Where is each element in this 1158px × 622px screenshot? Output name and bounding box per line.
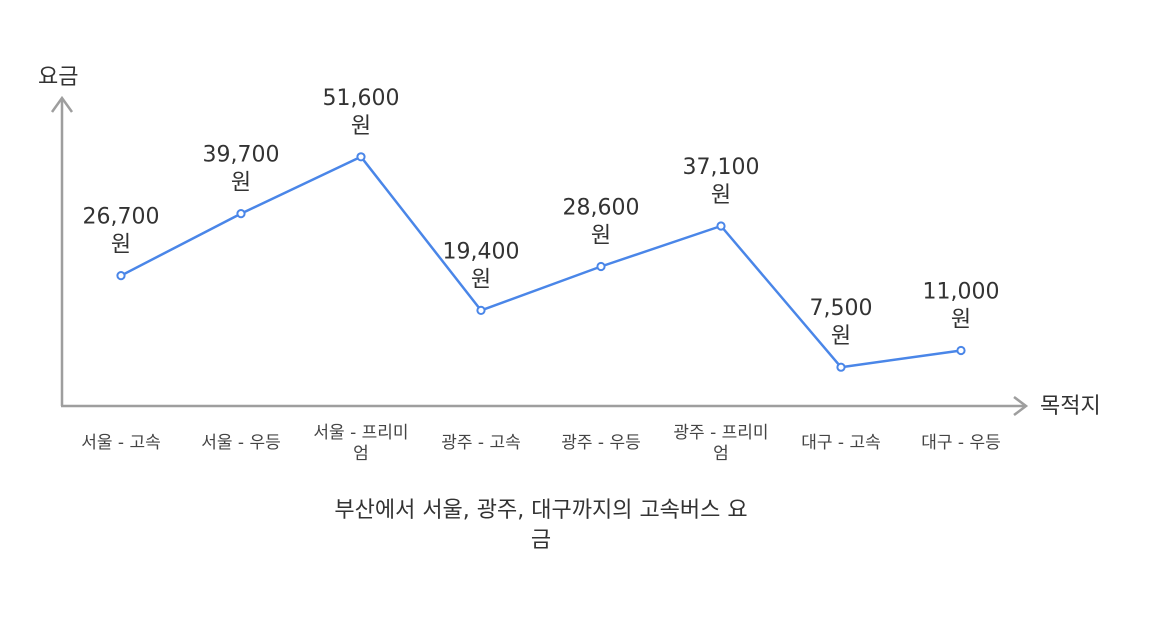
x-axis-title: 목적지 xyxy=(1040,394,1101,419)
series-line xyxy=(120,155,962,369)
x-tick-label: 광주 - 프리미 엄 xyxy=(673,423,768,464)
x-tick-labels: 서울 - 고속 서울 - 우등 서울 - 프리미 엄 광주 - 고속 광주 - 우등 광주 … xyxy=(81,423,1001,464)
data-point xyxy=(716,221,726,231)
y-axis-arrow xyxy=(50,95,74,113)
data-point xyxy=(956,345,966,356)
chart-title-line-2: 금 xyxy=(531,528,551,553)
data-label: 26,700 원 xyxy=(83,205,160,258)
data-label: 28,600 원 xyxy=(563,196,640,249)
data-point xyxy=(236,209,246,219)
x-tick-label: 서울 - 프리미 엄 xyxy=(313,423,408,464)
x-tick-label: 광주 - 우등 xyxy=(561,433,641,453)
x-tick-label: 서울 - 우등 xyxy=(201,433,281,453)
data-label: 39,700 원 xyxy=(203,143,280,196)
data-label: 11,000 원 xyxy=(923,280,1000,333)
x-tick-label: 서울 - 고속 xyxy=(81,433,161,453)
data-point xyxy=(476,305,486,315)
series-layer xyxy=(116,152,966,372)
data-label: 37,100 원 xyxy=(683,155,760,208)
data-point xyxy=(116,271,126,281)
x-tick-label: 대구 - 고속 xyxy=(801,433,881,453)
data-point xyxy=(596,261,606,272)
data-label: 7,500 원 xyxy=(810,296,873,349)
data-point xyxy=(836,362,846,372)
data-label: 51,600 원 xyxy=(323,86,400,139)
x-axis-arrow xyxy=(1013,396,1029,416)
data-labels: 26,700 원 39,700 원 51,600 원 19,400 원 28,600 원 37,10… xyxy=(83,86,1000,349)
x-tick-label: 대구 - 우등 xyxy=(921,433,1001,453)
chart-title-line-1: 부산에서 서울, 광주, 대구까지의 고속버스 요 xyxy=(334,498,747,523)
x-tick-label: 광주 - 고속 xyxy=(441,433,521,453)
axes xyxy=(50,95,1029,416)
data-point xyxy=(356,152,366,162)
data-label: 19,400 원 xyxy=(443,239,520,292)
y-axis-title: 요금 xyxy=(38,65,78,90)
